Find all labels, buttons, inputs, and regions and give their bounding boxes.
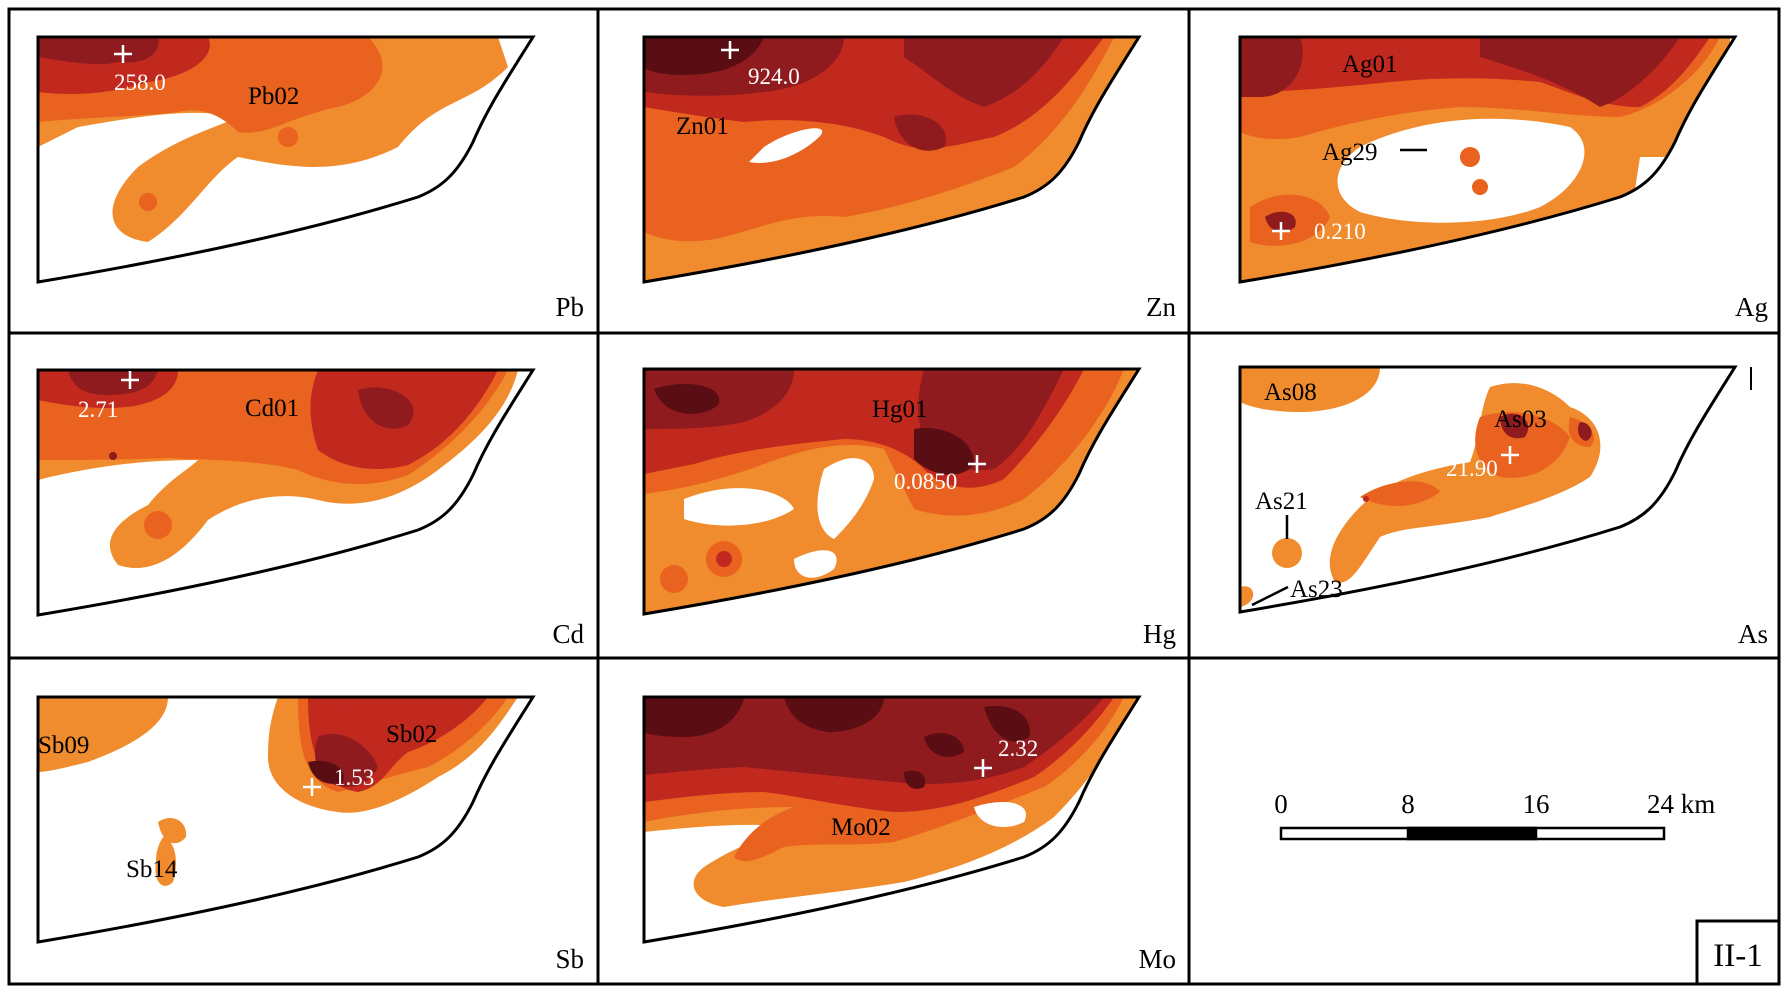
as-element-label: As [1738,619,1768,649]
panel-cd: 2.71 Cd01 Cd [36,368,584,649]
pb-element-label: Pb [555,292,584,322]
as-anomaly [1240,367,1601,607]
hg-anomaly-id: Hg01 [872,396,928,423]
map-id-frame [1695,919,1781,986]
ag-map: 0.210 Ag01 Ag29 [1238,35,1737,284]
hg-element-label: Hg [1143,619,1176,649]
scale-bar-filled-segment [1406,826,1538,841]
zn-max-value: 924.0 [748,64,800,89]
pb-max-value: 258.0 [114,70,166,95]
pb-anomaly-id: Pb02 [248,83,299,110]
map-id-label: II-1 [1713,938,1762,974]
cd-element-label: Cd [552,619,584,649]
panel-sb: 1.53 Sb09 Sb02 Sb14 Sb [36,695,584,974]
panel-zn: 924.0 Zn01 Zn [642,35,1176,322]
hg-anomaly [644,369,1139,614]
mo-anomaly-id: Mo02 [831,814,891,841]
hg-maximum-cross [968,455,986,473]
pb-map: 258.0 Pb02 [36,35,535,284]
zn-map: 924.0 Zn01 [642,35,1141,284]
mo-map: 2.32 Mo02 [642,695,1141,944]
hg-map: 0.0850 Hg01 [642,367,1141,616]
ag-anomaly-id-29: Ag29 [1322,139,1378,166]
sb-anomaly-id-14: Sb14 [126,856,178,883]
ag-element-label: Ag [1735,292,1768,322]
sb-element-label: Sb [555,944,584,974]
sb-anomaly-id-02: Sb02 [386,721,437,748]
as-map: 21.90 As08 As03 As21 As23 [1238,365,1737,614]
as-anomaly-id-23: As23 [1290,576,1343,603]
scale-tick-8: 8 [1401,789,1415,819]
cd-max-value: 2.71 [78,397,118,422]
outer-frame [7,7,1781,986]
cd-map: 2.71 Cd01 [36,368,535,617]
cd-anomaly [38,370,518,568]
zn-anomaly-id: Zn01 [676,113,729,140]
ag-maximum-cross [1272,222,1290,240]
as-anomaly-id-03: As03 [1494,406,1547,433]
map-id-box: II-1 [1695,919,1781,986]
sb-maximum-cross [303,778,321,796]
as23-leader-line [1251,585,1289,607]
cd-maximum-cross [121,371,139,389]
ag-max-value: 0.210 [1314,219,1366,244]
as-maximum-cross [1501,446,1519,464]
cd-anomaly-id: Cd01 [245,395,299,422]
scale-bar: 0 8 16 24 km [1274,789,1715,841]
scale-tick-24: 24 km [1647,789,1715,819]
scale-tick-16: 16 [1523,789,1550,819]
as-anomaly-id-21: As21 [1255,488,1308,515]
sb-anomaly-id-09: Sb09 [38,732,89,759]
scale-tick-0: 0 [1274,789,1288,819]
mo-element-label: Mo [1138,944,1176,974]
mo-maximum-cross [974,759,992,777]
ag-anomaly-id-01: Ag01 [1342,51,1398,78]
mo-max-value: 2.32 [998,736,1038,761]
panel-grid [7,7,1781,986]
pb-anomaly [38,37,508,242]
panel-pb: 258.0 Pb02 Pb [36,35,584,322]
zn-maximum-cross [721,41,739,59]
as-anomaly-id-08: As08 [1264,379,1317,406]
panel-as: 21.90 As08 As03 As21 As23 As [1238,365,1768,649]
sb-map: 1.53 Sb09 Sb02 Sb14 [36,695,535,944]
panel-hg: 0.0850 Hg01 Hg [642,367,1176,649]
hg-max-value: 0.0850 [894,469,957,494]
sb-max-value: 1.53 [334,765,374,790]
pb-maximum-cross [114,45,132,63]
zn-element-label: Zn [1146,292,1176,322]
panel-mo: 2.32 Mo02 Mo [642,695,1176,974]
sb-anomaly [38,697,518,886]
panel-ag: 0.210 Ag01 Ag29 Ag [1238,35,1768,322]
as-max-value: 21.90 [1446,456,1498,481]
mo-anomaly [644,697,1139,907]
